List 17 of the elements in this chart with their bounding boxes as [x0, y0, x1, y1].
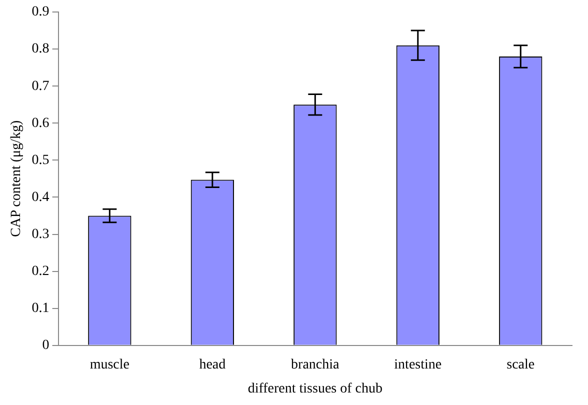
y-tick-label: 0.3 — [32, 226, 50, 242]
x-tick-label: muscle — [90, 357, 130, 372]
y-tick-label: 0.6 — [32, 116, 50, 131]
y-tick-label: 0.9 — [32, 4, 50, 20]
y-tick-label: 0.2 — [32, 264, 50, 279]
x-tick-label: head — [199, 357, 226, 372]
y-tick-label: 0.5 — [32, 152, 50, 168]
y-tick-label: 0.4 — [32, 190, 50, 205]
x-tick-label: intestine — [394, 357, 442, 372]
y-tick-label: 0.1 — [32, 301, 50, 316]
x-tick-label: branchia — [291, 357, 340, 372]
y-axis-title: CAP content (μg/kg) — [9, 120, 24, 238]
y-tick-label: 0 — [42, 338, 50, 354]
y-tick-label: 0.8 — [32, 42, 50, 57]
x-axis-title: different tissues of chub — [248, 381, 382, 396]
y-tick-label: 0.7 — [32, 78, 50, 94]
x-tick-label: scale — [506, 357, 535, 372]
